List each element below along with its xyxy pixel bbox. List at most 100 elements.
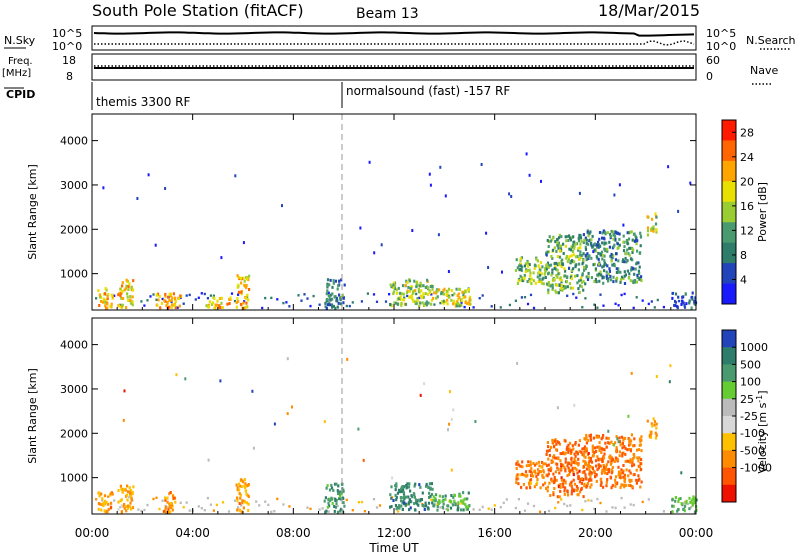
data-cell — [118, 291, 121, 295]
data-cell — [554, 462, 558, 466]
data-cell — [547, 272, 550, 276]
data-cell — [334, 505, 337, 509]
data-cell — [618, 473, 621, 477]
data-cell — [419, 294, 422, 298]
data-cell — [604, 263, 607, 267]
data-cell — [337, 284, 340, 288]
data-cell — [398, 297, 401, 300]
data-cell — [338, 490, 341, 494]
data-cell — [421, 295, 424, 299]
nsearch-trace — [94, 40, 695, 46]
data-cell — [418, 296, 421, 300]
data-cell — [603, 469, 606, 473]
data-cell — [129, 501, 132, 505]
data-cell — [104, 299, 107, 303]
data-cell — [671, 296, 674, 300]
data-cell — [564, 481, 567, 485]
data-cell — [552, 236, 555, 240]
data-cell — [490, 508, 493, 511]
data-cell — [120, 498, 123, 502]
data-cell — [578, 262, 581, 266]
data-cell — [523, 296, 527, 299]
data-cell — [166, 496, 169, 500]
data-cell — [528, 278, 531, 281]
data-cell — [568, 234, 571, 238]
data-cell — [452, 408, 455, 412]
data-cell — [399, 496, 402, 499]
data-cell — [237, 283, 240, 287]
data-cell — [542, 462, 545, 466]
data-cell — [629, 471, 632, 475]
data-cell — [338, 279, 341, 283]
data-cell — [572, 460, 575, 464]
data-cell — [326, 284, 329, 288]
data-cell — [326, 303, 329, 307]
data-cell — [572, 478, 575, 482]
data-cell — [422, 284, 425, 288]
data-cell — [685, 501, 688, 505]
data-cell — [603, 448, 606, 452]
data-cell — [548, 235, 551, 239]
data-cell — [529, 271, 532, 275]
data-cell — [578, 191, 581, 195]
data-cell — [623, 473, 626, 477]
data-cell — [559, 485, 562, 489]
data-cell — [573, 260, 576, 264]
data-cell — [594, 277, 597, 281]
data-cell — [584, 460, 587, 464]
data-cell — [601, 457, 604, 461]
data-cell — [622, 475, 625, 479]
data-cell — [529, 460, 532, 464]
data-cell — [462, 508, 465, 512]
data-cell — [273, 422, 276, 426]
colorbar-tick-label: 25 — [740, 393, 754, 406]
data-cell — [518, 268, 521, 272]
data-cell — [535, 475, 538, 478]
data-cell — [603, 259, 606, 263]
data-cell — [338, 497, 341, 501]
data-cell — [328, 303, 331, 307]
data-cell — [598, 279, 601, 283]
data-cell — [418, 304, 421, 308]
data-cell — [267, 503, 270, 507]
data-cell — [640, 458, 643, 462]
data-cell — [216, 303, 219, 307]
data-cell — [580, 276, 583, 280]
data-cell — [327, 501, 330, 505]
data-cell — [633, 455, 636, 459]
data-cell — [553, 476, 556, 479]
data-cell — [328, 488, 332, 492]
data-cell — [408, 279, 411, 283]
data-cell — [593, 507, 596, 511]
data-cell — [306, 506, 309, 509]
data-cell — [596, 497, 599, 501]
data-cell — [535, 462, 538, 466]
data-cell — [597, 466, 600, 470]
y-tick-label: 3000 — [60, 179, 88, 192]
data-cell — [628, 440, 631, 444]
data-cell — [623, 260, 626, 264]
data-cell — [403, 497, 406, 501]
nave-tick-low: 0 — [706, 70, 713, 83]
data-cell — [690, 499, 693, 503]
data-cell — [245, 283, 248, 287]
data-cell — [564, 467, 567, 471]
data-cell — [591, 467, 594, 471]
data-cell — [413, 279, 416, 283]
data-cell — [327, 510, 330, 513]
data-cell — [623, 506, 626, 509]
data-cell — [580, 281, 584, 285]
data-cell — [123, 503, 126, 506]
nsearch-tick-low: 10^0 — [706, 40, 736, 53]
data-cell — [611, 466, 614, 469]
data-cell — [638, 265, 641, 269]
data-cell — [357, 501, 360, 504]
data-cell — [242, 506, 245, 510]
data-cell — [171, 508, 174, 512]
data-cell — [106, 509, 109, 513]
data-cell — [336, 492, 340, 495]
data-cell — [618, 440, 622, 444]
data-cell — [525, 268, 528, 272]
x-tick-label: 00:00 — [75, 526, 110, 540]
